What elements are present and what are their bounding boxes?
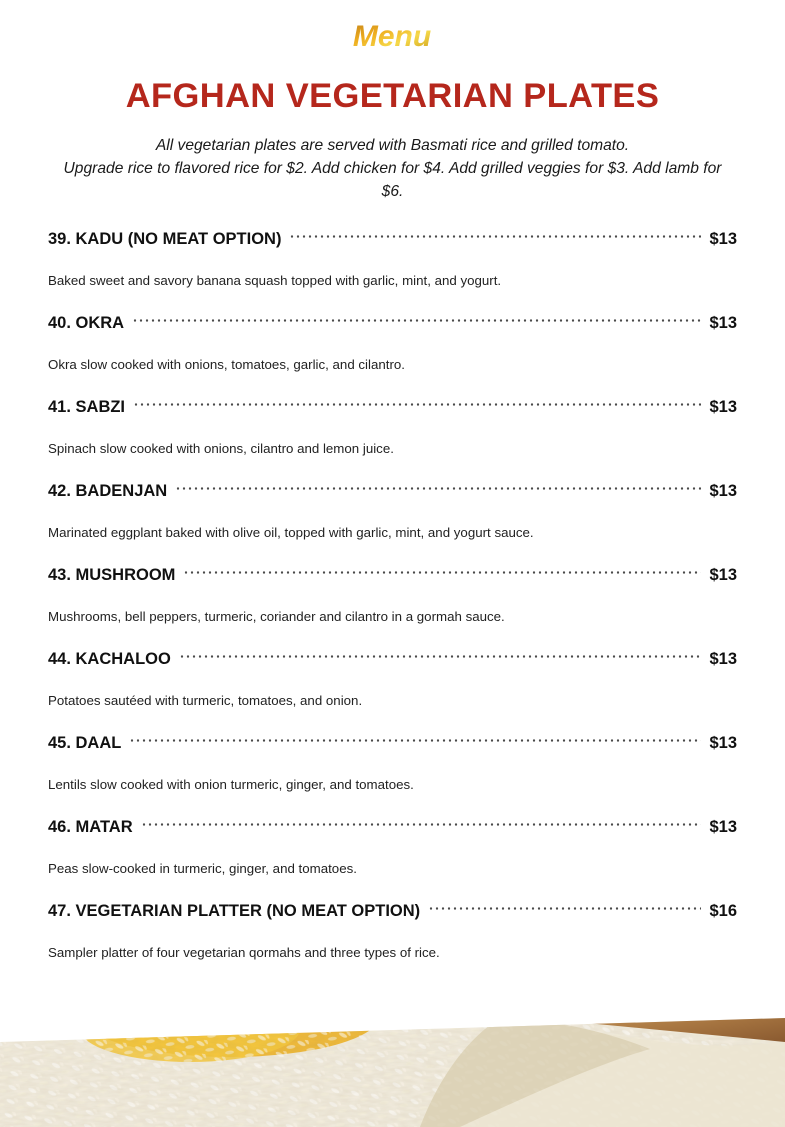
svg-text:Menu: Menu — [353, 20, 431, 53]
